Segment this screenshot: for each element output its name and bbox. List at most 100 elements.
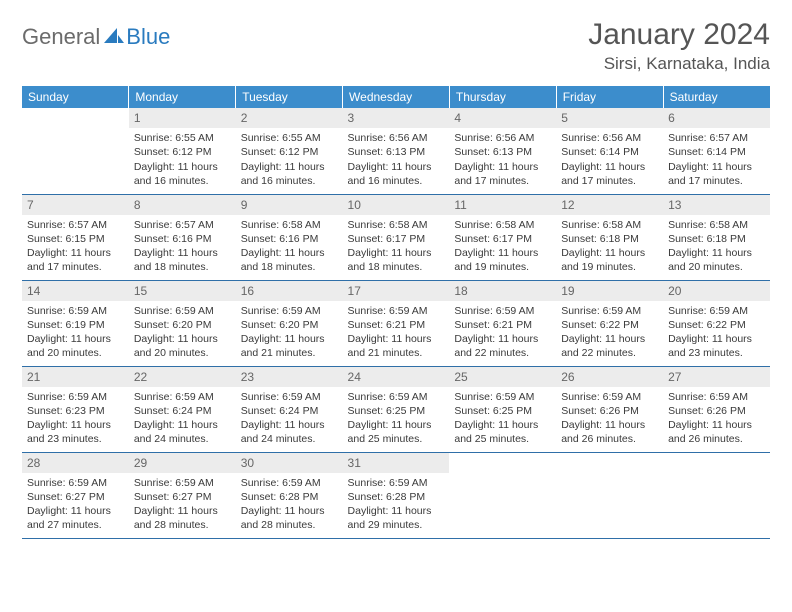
logo-sail-icon xyxy=(104,26,124,49)
weekday-header: Friday xyxy=(556,86,663,108)
day-info-line: Sunrise: 6:58 AM xyxy=(561,218,658,232)
day-info-line: Sunrise: 6:59 AM xyxy=(561,304,658,318)
day-info-line: Sunrise: 6:55 AM xyxy=(241,131,338,145)
calendar-day-cell: 1Sunrise: 6:55 AMSunset: 6:12 PMDaylight… xyxy=(129,108,236,194)
day-info-line: Daylight: 11 hours and 25 minutes. xyxy=(454,418,551,446)
day-content: Sunrise: 6:56 AMSunset: 6:13 PMDaylight:… xyxy=(343,128,450,192)
day-content: Sunrise: 6:59 AMSunset: 6:27 PMDaylight:… xyxy=(129,473,236,537)
day-content: Sunrise: 6:57 AMSunset: 6:16 PMDaylight:… xyxy=(129,215,236,279)
calendar-day-cell: 31Sunrise: 6:59 AMSunset: 6:28 PMDayligh… xyxy=(343,452,450,538)
day-info-line: Sunset: 6:24 PM xyxy=(134,404,231,418)
day-info-line: Daylight: 11 hours and 27 minutes. xyxy=(27,504,124,532)
day-info-line: Daylight: 11 hours and 28 minutes. xyxy=(241,504,338,532)
day-info-line: Daylight: 11 hours and 18 minutes. xyxy=(241,246,338,274)
day-info-line: Sunrise: 6:59 AM xyxy=(348,304,445,318)
day-info-line: Sunset: 6:21 PM xyxy=(348,318,445,332)
weekday-header: Monday xyxy=(129,86,236,108)
day-content: Sunrise: 6:59 AMSunset: 6:27 PMDaylight:… xyxy=(22,473,129,537)
day-content: Sunrise: 6:59 AMSunset: 6:19 PMDaylight:… xyxy=(22,301,129,365)
day-info-line: Sunset: 6:13 PM xyxy=(348,145,445,159)
day-info-line: Sunset: 6:12 PM xyxy=(241,145,338,159)
day-info-line: Sunset: 6:12 PM xyxy=(134,145,231,159)
calendar-day-cell: 16Sunrise: 6:59 AMSunset: 6:20 PMDayligh… xyxy=(236,280,343,366)
logo-text-general: General xyxy=(22,24,100,50)
title-block: January 2024 Sirsi, Karnataka, India xyxy=(588,18,770,74)
day-number: 3 xyxy=(343,108,450,128)
day-info-line: Sunrise: 6:59 AM xyxy=(241,476,338,490)
day-info-line: Sunrise: 6:58 AM xyxy=(241,218,338,232)
weekday-header: Saturday xyxy=(663,86,770,108)
day-content: Sunrise: 6:59 AMSunset: 6:20 PMDaylight:… xyxy=(129,301,236,365)
day-number xyxy=(663,453,770,473)
day-content: Sunrise: 6:59 AMSunset: 6:26 PMDaylight:… xyxy=(556,387,663,451)
day-info-line: Daylight: 11 hours and 20 minutes. xyxy=(668,246,765,274)
day-info-line: Sunrise: 6:59 AM xyxy=(668,390,765,404)
day-info-line: Sunrise: 6:59 AM xyxy=(454,390,551,404)
day-info-line: Sunset: 6:14 PM xyxy=(561,145,658,159)
day-content: Sunrise: 6:58 AMSunset: 6:17 PMDaylight:… xyxy=(449,215,556,279)
calendar-week-row: 28Sunrise: 6:59 AMSunset: 6:27 PMDayligh… xyxy=(22,452,770,538)
day-info-line: Sunset: 6:17 PM xyxy=(348,232,445,246)
day-info-line: Sunrise: 6:59 AM xyxy=(134,390,231,404)
day-info-line: Sunrise: 6:59 AM xyxy=(134,476,231,490)
day-info-line: Daylight: 11 hours and 20 minutes. xyxy=(134,332,231,360)
calendar-day-cell: 28Sunrise: 6:59 AMSunset: 6:27 PMDayligh… xyxy=(22,452,129,538)
day-number: 28 xyxy=(22,453,129,473)
day-number: 8 xyxy=(129,195,236,215)
day-info-line: Sunrise: 6:59 AM xyxy=(27,476,124,490)
day-number: 7 xyxy=(22,195,129,215)
day-info-line: Daylight: 11 hours and 29 minutes. xyxy=(348,504,445,532)
day-info-line: Daylight: 11 hours and 24 minutes. xyxy=(241,418,338,446)
day-info-line: Daylight: 11 hours and 28 minutes. xyxy=(134,504,231,532)
day-number: 20 xyxy=(663,281,770,301)
day-info-line: Daylight: 11 hours and 20 minutes. xyxy=(27,332,124,360)
day-info-line: Sunset: 6:19 PM xyxy=(27,318,124,332)
weekday-header: Thursday xyxy=(449,86,556,108)
calendar-header-row: SundayMondayTuesdayWednesdayThursdayFrid… xyxy=(22,86,770,108)
day-info-line: Sunrise: 6:56 AM xyxy=(348,131,445,145)
day-info-line: Sunset: 6:17 PM xyxy=(454,232,551,246)
weekday-header: Tuesday xyxy=(236,86,343,108)
day-info-line: Sunrise: 6:57 AM xyxy=(27,218,124,232)
day-content: Sunrise: 6:59 AMSunset: 6:23 PMDaylight:… xyxy=(22,387,129,451)
day-info-line: Daylight: 11 hours and 21 minutes. xyxy=(241,332,338,360)
day-info-line: Daylight: 11 hours and 23 minutes. xyxy=(668,332,765,360)
day-info-line: Sunset: 6:15 PM xyxy=(27,232,124,246)
day-number: 22 xyxy=(129,367,236,387)
day-info-line: Sunset: 6:18 PM xyxy=(561,232,658,246)
day-info-line: Sunset: 6:18 PM xyxy=(668,232,765,246)
day-info-line: Sunrise: 6:59 AM xyxy=(668,304,765,318)
day-info-line: Sunset: 6:28 PM xyxy=(348,490,445,504)
day-info-line: Sunrise: 6:58 AM xyxy=(454,218,551,232)
day-number: 9 xyxy=(236,195,343,215)
day-info-line: Sunset: 6:26 PM xyxy=(668,404,765,418)
day-info-line: Daylight: 11 hours and 17 minutes. xyxy=(454,160,551,188)
day-content: Sunrise: 6:56 AMSunset: 6:14 PMDaylight:… xyxy=(556,128,663,192)
day-number: 2 xyxy=(236,108,343,128)
day-info-line: Daylight: 11 hours and 22 minutes. xyxy=(561,332,658,360)
day-content: Sunrise: 6:58 AMSunset: 6:16 PMDaylight:… xyxy=(236,215,343,279)
day-info-line: Daylight: 11 hours and 26 minutes. xyxy=(668,418,765,446)
day-number: 10 xyxy=(343,195,450,215)
calendar-day-cell: 29Sunrise: 6:59 AMSunset: 6:27 PMDayligh… xyxy=(129,452,236,538)
calendar-day-cell: 3Sunrise: 6:56 AMSunset: 6:13 PMDaylight… xyxy=(343,108,450,194)
day-info-line: Sunrise: 6:59 AM xyxy=(348,476,445,490)
day-info-line: Daylight: 11 hours and 21 minutes. xyxy=(348,332,445,360)
day-info-line: Sunset: 6:20 PM xyxy=(134,318,231,332)
calendar-day-cell: 9Sunrise: 6:58 AMSunset: 6:16 PMDaylight… xyxy=(236,194,343,280)
day-content: Sunrise: 6:58 AMSunset: 6:18 PMDaylight:… xyxy=(556,215,663,279)
day-info-line: Sunrise: 6:59 AM xyxy=(134,304,231,318)
day-content: Sunrise: 6:55 AMSunset: 6:12 PMDaylight:… xyxy=(129,128,236,192)
calendar-day-cell xyxy=(556,452,663,538)
day-info-line: Sunrise: 6:59 AM xyxy=(561,390,658,404)
day-info-line: Sunset: 6:13 PM xyxy=(454,145,551,159)
day-info-line: Daylight: 11 hours and 16 minutes. xyxy=(134,160,231,188)
day-number: 18 xyxy=(449,281,556,301)
calendar-day-cell: 8Sunrise: 6:57 AMSunset: 6:16 PMDaylight… xyxy=(129,194,236,280)
calendar-day-cell: 6Sunrise: 6:57 AMSunset: 6:14 PMDaylight… xyxy=(663,108,770,194)
day-info-line: Sunrise: 6:58 AM xyxy=(348,218,445,232)
calendar-day-cell: 18Sunrise: 6:59 AMSunset: 6:21 PMDayligh… xyxy=(449,280,556,366)
calendar-day-cell: 23Sunrise: 6:59 AMSunset: 6:24 PMDayligh… xyxy=(236,366,343,452)
day-content: Sunrise: 6:59 AMSunset: 6:28 PMDaylight:… xyxy=(343,473,450,537)
calendar-week-row: 21Sunrise: 6:59 AMSunset: 6:23 PMDayligh… xyxy=(22,366,770,452)
